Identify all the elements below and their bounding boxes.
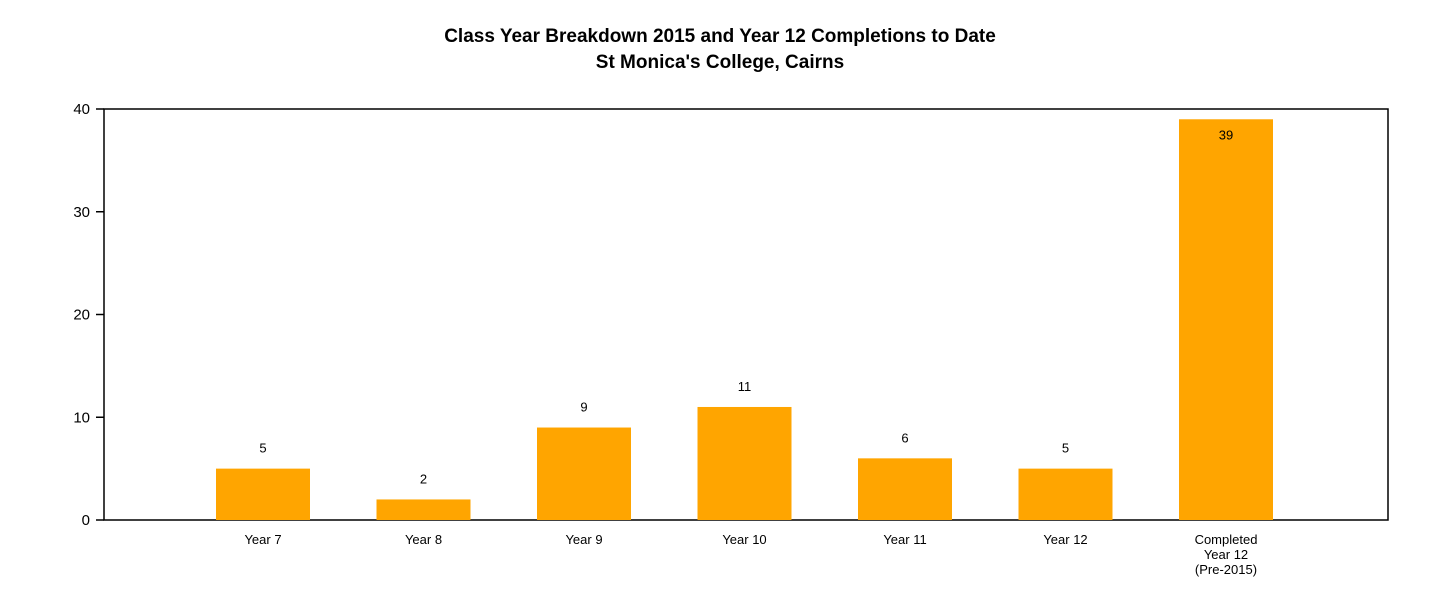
- bar: [376, 499, 471, 520]
- chart-subtitle: St Monica's College, Cairns: [596, 52, 844, 73]
- bar-value-label: 11: [738, 379, 752, 394]
- bar-value-label: 2: [420, 471, 427, 486]
- y-tick-label: 20: [73, 307, 90, 324]
- x-tick-label: (Pre-2015): [1195, 562, 1257, 577]
- bar-series: [216, 119, 1273, 521]
- bar-value-label: 9: [580, 400, 587, 415]
- bar: [697, 406, 792, 520]
- x-tick-label: Year 10: [722, 532, 766, 547]
- x-tick-label: Year 9: [565, 532, 602, 547]
- y-tick-label: 10: [73, 409, 90, 426]
- x-tick-label: Year 12: [1043, 532, 1087, 547]
- bar-value-label: 39: [1219, 127, 1233, 142]
- x-axis: Year 7 Year 8 Year 9 Year 10 Year 11 Year 12 C…: [244, 532, 1257, 577]
- chart-title: Class Year Breakdown 2015 and Year 12 Co…: [444, 26, 996, 47]
- y-axis: 0 10 20 30 40: [73, 101, 104, 529]
- bar-value-label: 5: [1062, 441, 1069, 456]
- y-tick-label: 30: [73, 204, 90, 221]
- bar: [537, 427, 631, 520]
- bar: [858, 458, 952, 520]
- data-labels: 5 2 9 11 6 5 39: [259, 127, 1233, 486]
- x-tick-label: Year 8: [405, 532, 442, 547]
- bar-value-label: 5: [259, 441, 266, 456]
- x-tick-label: Year 11: [883, 532, 926, 547]
- x-tick-label: Completed: [1195, 532, 1258, 547]
- bar: [1018, 468, 1113, 520]
- bar: [1179, 119, 1273, 521]
- bar: [216, 468, 310, 520]
- bar-value-label: 6: [901, 430, 908, 445]
- y-tick-label: 0: [82, 512, 90, 529]
- x-tick-label: Year 12: [1204, 547, 1248, 562]
- y-tick-label: 40: [73, 101, 90, 118]
- x-tick-label: Year 7: [244, 532, 281, 547]
